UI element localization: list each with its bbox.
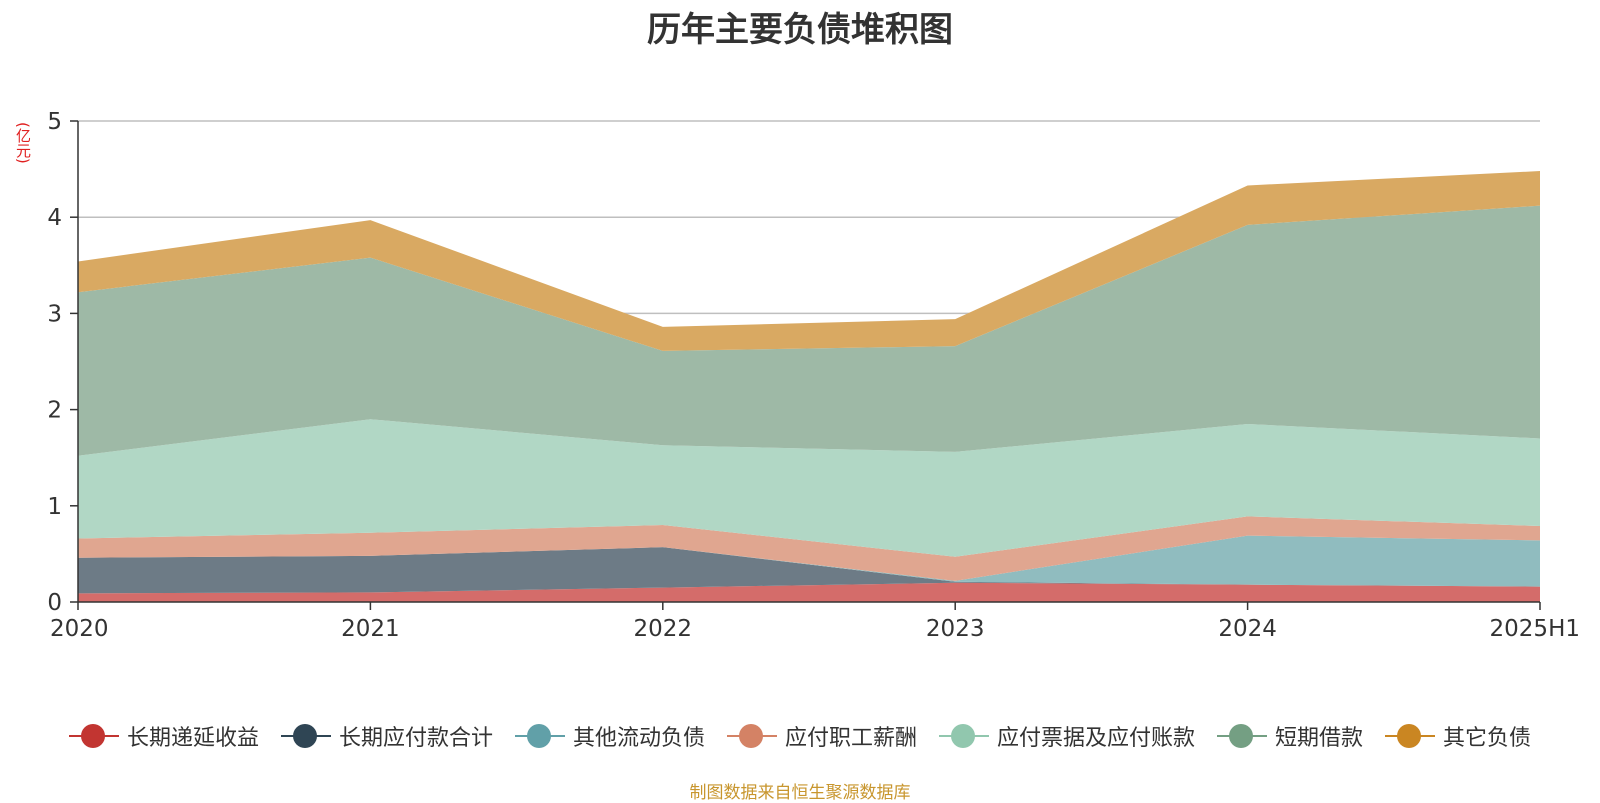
tick-labels: 0 1 2 3 4 5 2020 2021 2022 2023 2024 2025H1 [47, 109, 1580, 642]
legend-marker [1217, 723, 1268, 749]
area-series-0 [78, 582, 1540, 602]
legend-marker [1385, 723, 1436, 749]
area-series-1 [78, 547, 1540, 594]
x-tick-label: 2023 [926, 616, 985, 642]
legend-item-1[interactable]: 长期应付款合计 [280, 720, 493, 752]
legend-marker [939, 723, 989, 749]
legend-marker [68, 723, 119, 749]
area-series-5 [78, 205, 1540, 456]
x-tick-label: 2025H1 [1490, 616, 1580, 642]
y-axis-unit-label: (亿元) [14, 122, 32, 164]
source-note: 制图数据来自恒生聚源数据库 [689, 783, 911, 803]
area-series-6 [78, 171, 1540, 351]
legend-label: 应付票据及应付账款 [997, 726, 1196, 751]
area-series-4 [78, 419, 1540, 557]
legend-item-2[interactable]: 其他流动负债 [514, 720, 705, 752]
x-tick-label: 2020 [50, 616, 109, 642]
legend-marker [514, 723, 565, 749]
legend-label: 其他流动负债 [572, 726, 705, 751]
area-series-3 [78, 516, 1540, 581]
x-tick-label: 2021 [341, 616, 400, 642]
legend-item-4[interactable]: 应付票据及应付账款 [939, 720, 1195, 752]
legend-item-5[interactable]: 短期借款 [1217, 720, 1363, 752]
y-tick-label: 0 [47, 590, 62, 616]
x-tick-label: 2022 [634, 616, 693, 642]
chart-title: 历年主要负债堆积图 [647, 10, 953, 50]
legend-item-6[interactable]: 其它负债 [1385, 720, 1531, 752]
legend-label: 应付职工薪酬 [784, 726, 917, 751]
legend-label: 短期借款 [1275, 726, 1364, 751]
legend: 长期递延收益 长期应付款合计 其他流动负债 应付职工薪酬 应付票据及应付账款 短期借款 其它… [0, 718, 1600, 754]
y-tick-label: 1 [47, 494, 62, 520]
legend-label: 其它负债 [1443, 726, 1532, 751]
legend-marker [726, 723, 777, 749]
x-tick-label: 2024 [1218, 616, 1277, 642]
legend-label: 长期应付款合计 [338, 726, 493, 751]
legend-marker [280, 723, 331, 749]
area-series [78, 171, 1540, 602]
y-tick-label: 2 [47, 398, 62, 424]
y-tick-label: 3 [47, 301, 62, 327]
legend-label: 长期递延收益 [126, 726, 259, 751]
legend-item-3[interactable]: 应付职工薪酬 [726, 720, 917, 752]
axes [70, 120, 1541, 610]
legend-item-0[interactable]: 长期递延收益 [68, 720, 259, 752]
y-tick-label: 5 [47, 109, 62, 135]
y-tick-label: 4 [47, 205, 62, 231]
stacked-area-chart: 0 1 2 3 4 5 2020 2021 2022 2023 2024 2025H1 [47, 109, 1580, 642]
area-series-2 [78, 535, 1540, 587]
